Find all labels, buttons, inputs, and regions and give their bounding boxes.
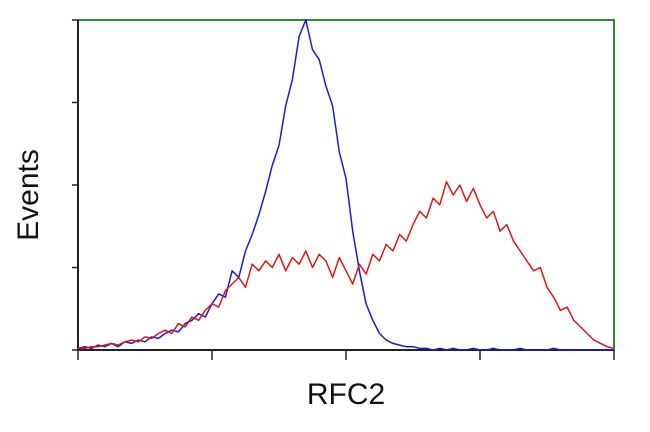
histogram-line (78, 180, 615, 350)
x-axis-label: RFC2 (307, 378, 385, 411)
histogram-line (77, 19, 614, 351)
y-axis-label: Events (12, 149, 45, 241)
